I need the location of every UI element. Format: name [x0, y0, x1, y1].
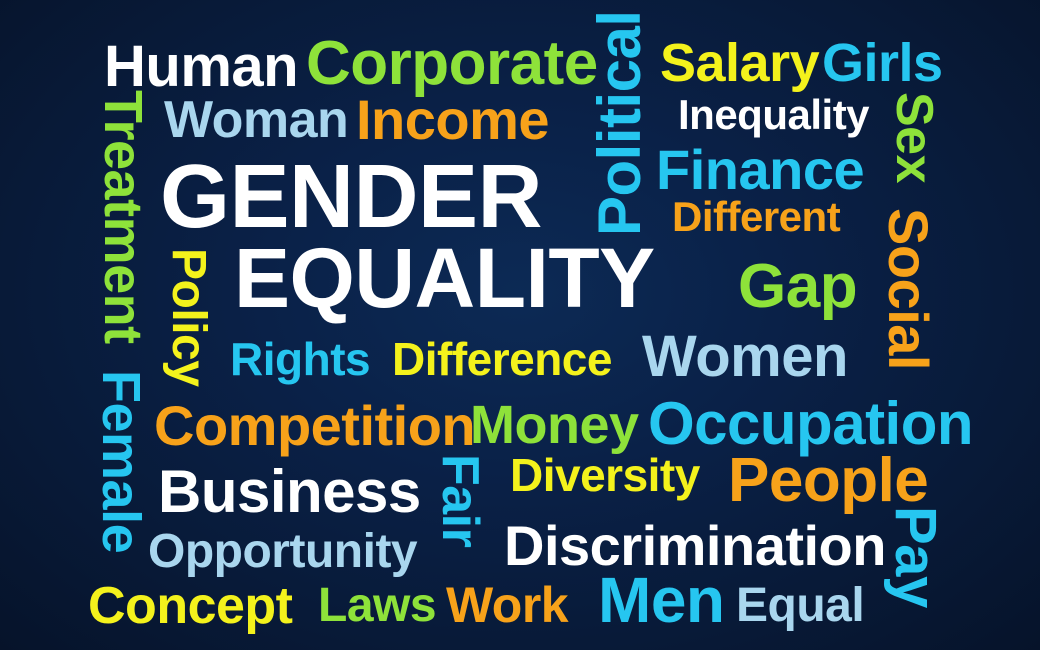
- word-human: Human: [104, 34, 299, 99]
- word-laws: Laws: [318, 579, 437, 632]
- word-gap: Gap: [738, 252, 858, 321]
- word-finance: Finance: [656, 138, 865, 201]
- word-female: Female: [91, 370, 151, 554]
- word-diversity: Diversity: [510, 449, 700, 501]
- word-income: Income: [356, 88, 550, 151]
- word-money: Money: [470, 395, 639, 455]
- word-sex: Sex: [885, 92, 943, 184]
- word-different: Different: [672, 193, 841, 240]
- word-equality: EQUALITY: [234, 231, 655, 325]
- word-difference: Difference: [392, 333, 612, 385]
- word-girls: Girls: [822, 33, 943, 93]
- word-treatment: Treatment: [93, 90, 153, 344]
- word-salary: Salary: [660, 33, 820, 93]
- word-competition: Competition: [154, 394, 476, 457]
- word-women: Women: [642, 324, 848, 389]
- word-rights: Rights: [230, 333, 371, 385]
- word-people: People: [728, 446, 929, 515]
- word-policy: Policy: [162, 248, 215, 387]
- word-concept: Concept: [88, 577, 293, 635]
- word-business: Business: [158, 458, 421, 525]
- word-fair: Fair: [431, 454, 489, 548]
- word-equal: Equal: [736, 579, 865, 632]
- word-pay: Pay: [883, 506, 948, 608]
- word-opportunity: Opportunity: [148, 525, 418, 578]
- word-corporate: Corporate: [306, 29, 598, 98]
- word-discrimination: Discrimination: [504, 514, 886, 577]
- word-woman: Woman: [164, 91, 349, 149]
- word-men: Men: [598, 564, 725, 636]
- word-occupation: Occupation: [648, 390, 974, 457]
- word-gender: GENDER: [160, 147, 543, 247]
- word-political: Political: [586, 10, 653, 236]
- word-inequality: Inequality: [678, 91, 870, 138]
- word-work: Work: [446, 577, 569, 633]
- word-social: Social: [877, 208, 940, 370]
